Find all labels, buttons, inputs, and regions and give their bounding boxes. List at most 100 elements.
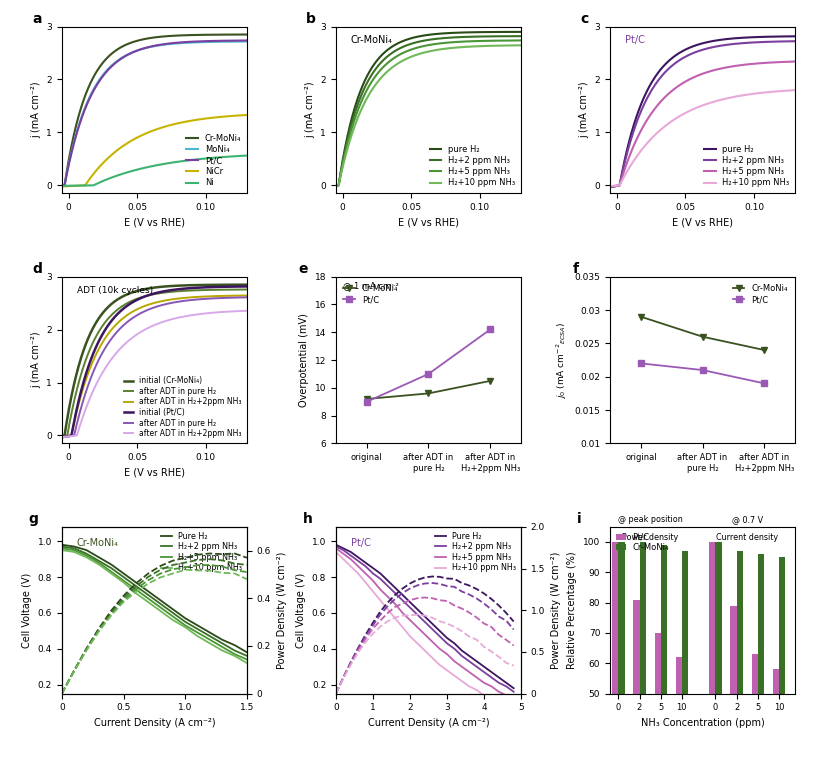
- after ADT in H₂+2ppm NH₃: [196, 309, 206, 318]
- H₂+2 ppm NH₃: [440, 33, 450, 42]
- H₂+10 ppm NH₃: [714, 96, 724, 105]
- H₂+10 ppm NH₃: [378, 70, 388, 80]
- Bar: [661, 545, 667, 758]
- H₂+5 ppm NH₃: [57, 543, 67, 553]
- Bar: [779, 557, 785, 758]
- Cr-MoNi₄: [242, 30, 252, 39]
- MoNi₄: [180, 38, 190, 47]
- after ADT in pure H₂: [90, 335, 100, 344]
- H₂+2 ppm NH₃: [398, 596, 408, 605]
- Bar: [773, 669, 779, 758]
- H₂+5 ppm NH₃: [434, 644, 444, 653]
- H₂+2 ppm NH₃: [714, 42, 724, 51]
- after ADT in pure H₂: [105, 312, 115, 321]
- H₂+2 ppm NH₃: [689, 49, 699, 58]
- Ni: [242, 151, 252, 160]
- H₂+2 ppm NH₃: [744, 38, 754, 47]
- Pure H₂: [501, 678, 511, 688]
- after ADT in H₂+2ppm NH₃: [90, 353, 100, 362]
- H₂+10 ppm NH₃: [391, 614, 400, 623]
- Text: Pt/C: Pt/C: [351, 538, 371, 549]
- H₂+10 ppm NH₃: [168, 615, 178, 625]
- Pure H₂: [376, 569, 386, 578]
- Ni: [180, 156, 190, 165]
- Text: Pt/C: Pt/C: [625, 35, 644, 45]
- H₂+10 ppm NH₃: [339, 555, 349, 564]
- H₂+5 ppm NH₃: [346, 555, 356, 564]
- Line: Pt/C: Pt/C: [363, 327, 494, 405]
- H₂+2 ppm NH₃: [508, 688, 518, 697]
- Text: g: g: [29, 512, 39, 527]
- MoNi₄: [166, 39, 176, 49]
- Pure H₂: [508, 684, 518, 693]
- Text: ADT (10k cycles): ADT (10k cycles): [77, 287, 152, 296]
- H₂+2 ppm NH₃: [391, 589, 400, 598]
- H₂+2 ppm NH₃: [455, 33, 465, 42]
- Line: H₂+5 ppm NH₃: H₂+5 ppm NH₃: [336, 548, 513, 699]
- initial (Cr-MoNi₄): [141, 284, 151, 293]
- Pt/C: [636, 359, 646, 368]
- H₂+2 ppm NH₃: [486, 673, 496, 682]
- H₂+10 ppm NH₃: [368, 587, 378, 596]
- Pure H₂: [456, 646, 466, 655]
- after ADT in H₂+2ppm NH₃: [141, 324, 151, 334]
- Cr-MoNi₄: [196, 30, 206, 39]
- H₂+5 ppm NH₃: [193, 628, 203, 637]
- H₂+5 ppm NH₃: [494, 688, 503, 697]
- Y-axis label: j (mA cm⁻²): j (mA cm⁻²): [30, 82, 40, 138]
- Line: after ADT in H₂+2ppm NH₃: after ADT in H₂+2ppm NH₃: [62, 296, 247, 437]
- Pure H₂: [69, 542, 79, 551]
- NiCr: [90, 168, 100, 177]
- H₂+2 ppm NH₃: [94, 556, 104, 565]
- H₂+10 ppm NH₃: [638, 144, 648, 153]
- after ADT in H₂+2ppm NH₃: [196, 292, 206, 301]
- Pt/C: [57, 181, 67, 190]
- H₂+10 ppm NH₃: [156, 606, 166, 615]
- Line: H₂+2 ppm NH₃: H₂+2 ppm NH₃: [610, 41, 795, 187]
- NiCr: [141, 129, 151, 138]
- Line: H₂+10 ppm NH₃: H₂+10 ppm NH₃: [336, 45, 521, 186]
- Text: @ 1 mA cm⁻²: @ 1 mA cm⁻²: [344, 281, 399, 290]
- pure H₂: [689, 42, 699, 51]
- Text: e: e: [299, 262, 308, 277]
- NiCr: [57, 182, 67, 191]
- Ni: [90, 180, 100, 190]
- H₂+10 ppm NH₃: [180, 622, 190, 631]
- Pure H₂: [398, 590, 408, 600]
- Text: i: i: [577, 512, 581, 527]
- H₂+2 ppm NH₃: [442, 639, 452, 648]
- Pt/C: [166, 39, 176, 48]
- X-axis label: Current Density (A cm⁻²): Current Density (A cm⁻²): [368, 718, 489, 728]
- NiCr: [180, 117, 190, 127]
- Text: Current density: Current density: [716, 533, 778, 542]
- Pt/C: [196, 36, 206, 45]
- H₂+2 ppm NH₃: [363, 75, 373, 84]
- pure H₂: [363, 68, 373, 77]
- Pure H₂: [168, 605, 178, 614]
- H₂+2 ppm NH₃: [131, 581, 141, 590]
- H₂+5 ppm NH₃: [508, 694, 518, 703]
- NiCr: [105, 152, 115, 161]
- after ADT in pure H₂: [242, 285, 252, 294]
- H₂+2 ppm NH₃: [106, 563, 116, 572]
- H₂+2 ppm NH₃: [82, 549, 91, 558]
- Pure H₂: [106, 560, 116, 569]
- Bar: [676, 657, 681, 758]
- Line: H₂+2 ppm NH₃: H₂+2 ppm NH₃: [336, 36, 521, 186]
- H₂+5 ppm NH₃: [180, 621, 190, 630]
- H₂+5 ppm NH₃: [486, 682, 496, 691]
- after ADT in H₂+2ppm NH₃: [57, 433, 67, 442]
- H₂+2 ppm NH₃: [501, 682, 511, 691]
- Line: H₂+10 ppm NH₃: H₂+10 ppm NH₃: [62, 550, 247, 663]
- H₂+5 ppm NH₃: [156, 603, 166, 612]
- initial (Pt/C): [166, 286, 176, 295]
- Bar: [618, 542, 625, 758]
- Pt/C: [424, 369, 433, 378]
- MoNi₄: [90, 83, 100, 92]
- after ADT in H₂+2ppm NH₃: [57, 433, 67, 442]
- Line: H₂+5 ppm NH₃: H₂+5 ppm NH₃: [336, 40, 521, 186]
- H₂+2 ppm NH₃: [57, 542, 67, 551]
- H₂+5 ppm NH₃: [230, 650, 240, 659]
- after ADT in pure H₂: [242, 293, 252, 302]
- H₂+5 ppm NH₃: [398, 609, 408, 618]
